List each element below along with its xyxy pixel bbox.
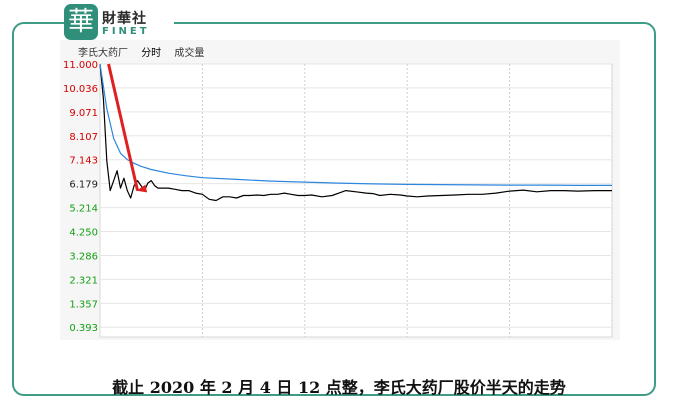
chart-header: 李氏大药厂 分时 成交量	[78, 44, 214, 59]
y-tick-label: 0.393	[69, 323, 98, 334]
plot-area	[99, 63, 613, 338]
y-tick-label: 4.250	[69, 228, 98, 239]
y-tick-label: 2.321	[69, 275, 98, 286]
y-tick-label: 7.143	[69, 156, 98, 167]
brand-name-en: FINET	[102, 26, 150, 37]
brand-name-cn: 財華社	[102, 11, 147, 27]
tab-volume[interactable]: 成交量	[174, 48, 205, 59]
brand-logo: 華 財華社 FINET	[64, 4, 174, 42]
y-tick-label: 11.000	[63, 60, 98, 71]
stock-name: 李氏大药厂	[78, 48, 128, 59]
price-line	[99, 63, 612, 202]
decline-arrow	[107, 63, 148, 193]
chart-caption: 截止 2020 年 2 月 4 日 12 点整，李氏大药厂股价半天的走势	[112, 378, 566, 397]
y-tick-label: 8.107	[69, 132, 98, 143]
y-tick-label: 9.071	[69, 108, 98, 119]
y-tick-label: 1.357	[69, 299, 98, 310]
average-price-line	[99, 63, 612, 186]
brand-logo-mark: 華	[64, 4, 98, 40]
y-tick-label: 6.179	[69, 180, 98, 191]
y-tick-label: 10.036	[63, 84, 98, 95]
y-tick-label: 5.214	[69, 204, 98, 215]
tab-intraday[interactable]: 分时	[141, 48, 162, 59]
y-tick-label: 3.286	[69, 251, 98, 262]
